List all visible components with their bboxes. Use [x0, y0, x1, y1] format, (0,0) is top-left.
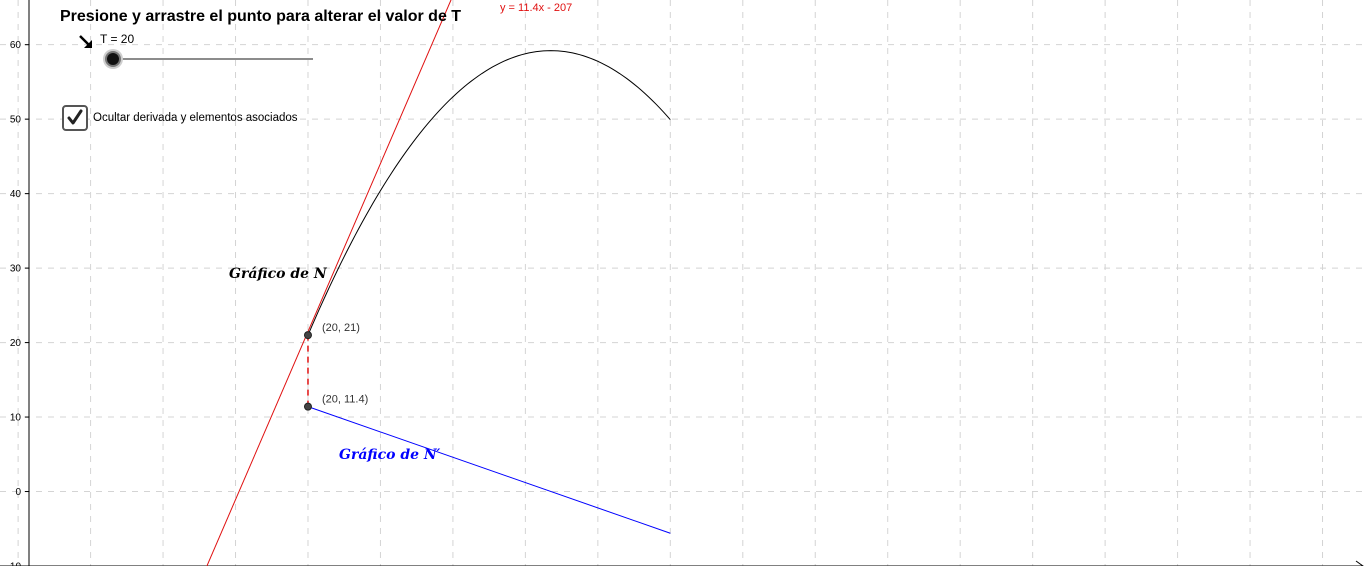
y-tick-label: 0 [15, 487, 21, 498]
page-title: Presione y arrastre el punto para altera… [60, 8, 462, 25]
point-n-label: (20, 21) [322, 322, 360, 334]
y-tick-label: 20 [10, 338, 22, 349]
graph-n-prime-label: Gráfico de N′ [339, 447, 441, 463]
slider-label: T = 20 [100, 32, 135, 46]
hide-derivative-checkbox[interactable] [62, 105, 88, 131]
slider-handle[interactable] [105, 51, 121, 67]
series [206, 0, 671, 566]
drag-arrow-icon [79, 35, 92, 48]
hide-derivative-label: Ocultar derivada y elementos asociados [93, 112, 298, 124]
labels: (20, 21) (20, 11.4) y = 11.4x - 207 Gráfico… [229, 2, 572, 463]
point-n-prime-label: (20, 11.4) [322, 394, 368, 406]
y-tick-label: 10 [10, 413, 22, 424]
graph-n-label: Gráfico de N [229, 266, 328, 282]
y-tick-label: 50 [10, 115, 22, 126]
y-tick-label: 60 [10, 40, 22, 51]
hide-derivative-toggle[interactable]: Ocultar derivada y elementos asociados [62, 104, 298, 132]
checkmark-icon [67, 109, 83, 125]
series-n-prime-line [307, 406, 671, 534]
tangent-equation-label: y = 11.4x - 207 [500, 2, 572, 14]
y-tick-label: 40 [10, 189, 22, 200]
point-n [303, 331, 312, 340]
point-n-prime [303, 402, 312, 411]
y-tick-label: 30 [10, 264, 22, 275]
tangent-line [206, 0, 452, 566]
t-slider[interactable]: T = 20 [78, 32, 318, 72]
series-n-curve [307, 50, 671, 336]
y-tick-label: -10 [7, 562, 22, 566]
slider-track[interactable] [112, 58, 313, 60]
x-axis-arrow [1355, 560, 1364, 566]
